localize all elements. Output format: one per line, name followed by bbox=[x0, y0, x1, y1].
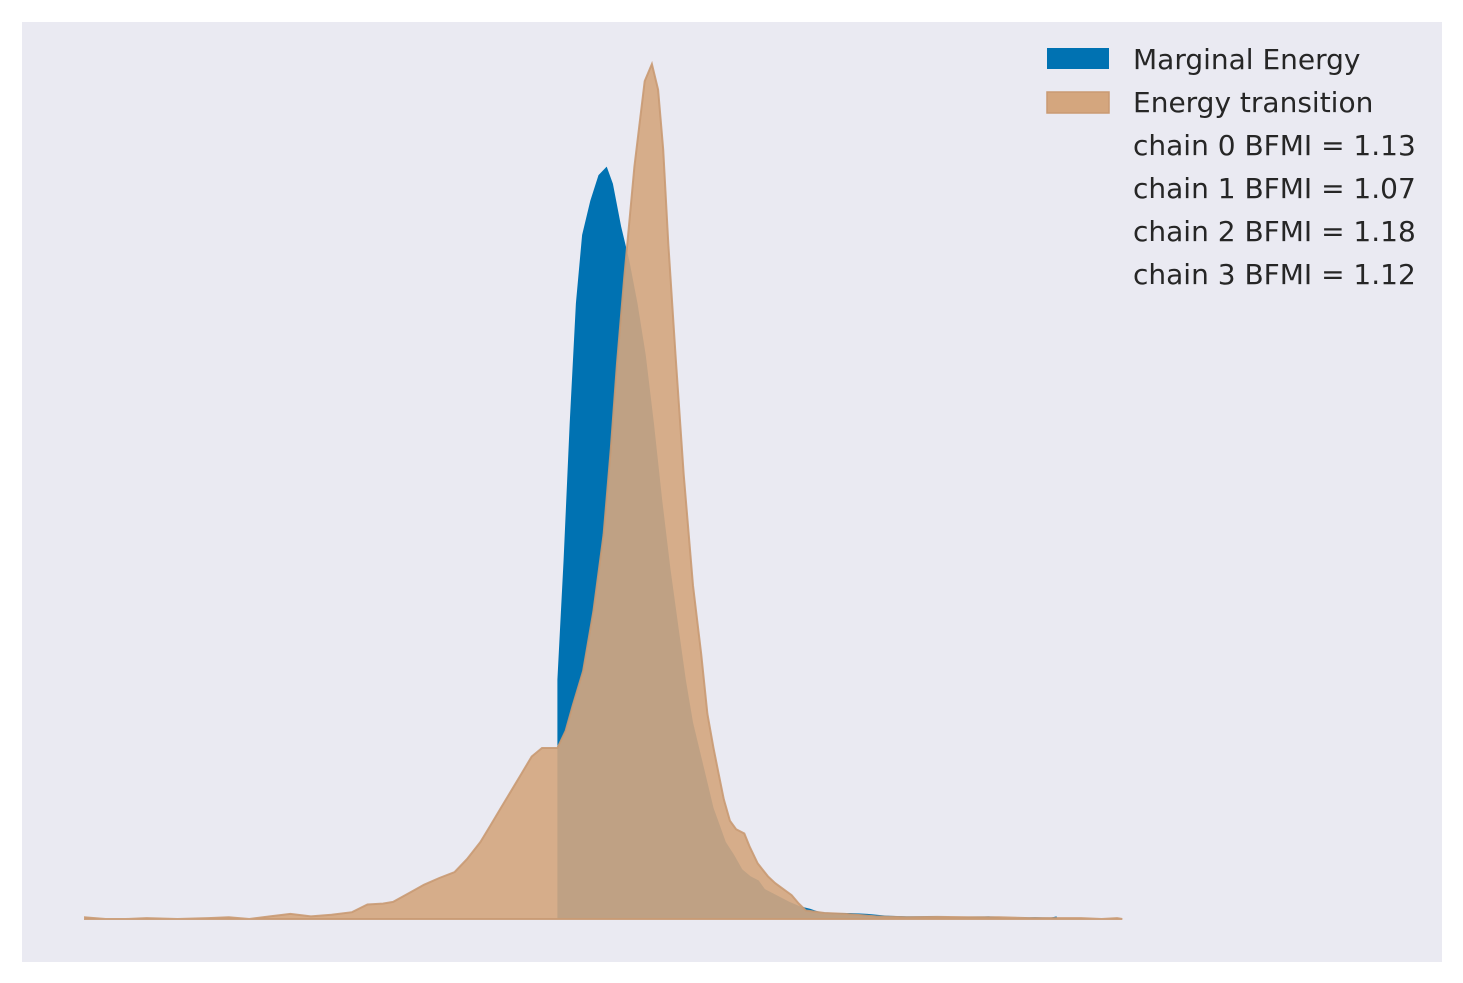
legend-swatch-marginal-energy bbox=[1047, 48, 1109, 69]
legend: Marginal Energy Energy transition chain … bbox=[1046, 43, 1416, 291]
legend-bfmi-chain-2: chain 2 BFMI = 1.18 bbox=[1133, 215, 1416, 248]
legend-bfmi-chain-1: chain 1 BFMI = 1.07 bbox=[1133, 172, 1416, 205]
legend-bfmi-chain-0: chain 0 BFMI = 1.13 bbox=[1133, 129, 1416, 162]
chart-svg: Marginal Energy Energy transition chain … bbox=[84, 43, 1416, 921]
legend-label-energy-transition: Energy transition bbox=[1133, 86, 1373, 119]
kde-area-energy-transition bbox=[84, 60, 1123, 921]
legend-label-marginal-energy: Marginal Energy bbox=[1133, 43, 1361, 76]
legend-swatch-energy-transition bbox=[1046, 91, 1110, 114]
series-layer bbox=[84, 60, 1123, 921]
legend-bfmi-chain-3: chain 3 BFMI = 1.12 bbox=[1133, 258, 1416, 291]
plot-area: Marginal Energy Energy transition chain … bbox=[22, 22, 1442, 962]
